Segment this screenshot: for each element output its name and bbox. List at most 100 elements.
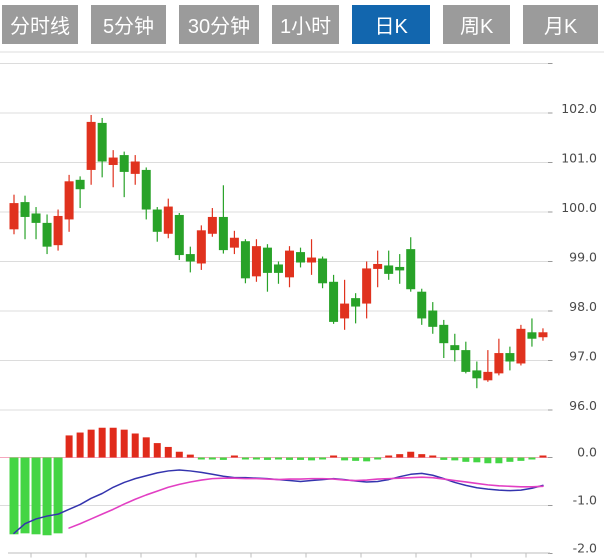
candle-body [340, 303, 350, 319]
macd-bar [42, 457, 52, 536]
y-axis-label: 96.0 [569, 398, 597, 413]
macd-bar [352, 457, 360, 461]
price-axis-labels: 102.0 101.0 100.0 99.0 98.0 97.0 96.0 [561, 101, 597, 413]
candle-body [119, 155, 129, 172]
macd-bar [297, 457, 305, 460]
tab-5min[interactable]: 5分钟 [91, 5, 166, 44]
candle-body [20, 202, 30, 217]
candle-body [9, 203, 19, 230]
tab-monthly-k[interactable]: 月K [523, 5, 599, 44]
candle-body [185, 254, 195, 262]
candle-body [483, 371, 493, 381]
candle-body [362, 268, 372, 304]
candle-body [53, 215, 63, 246]
macd-bar [385, 455, 393, 458]
macd-bar [341, 457, 349, 461]
candle-body [75, 179, 85, 190]
y-axis-label: 98.0 [569, 299, 597, 314]
candle-body [538, 332, 548, 338]
y-axis-label: 101.0 [561, 151, 597, 166]
candles [9, 114, 548, 389]
candle-body [351, 298, 361, 307]
dea-line [68, 476, 544, 529]
macd-gridlines [0, 457, 553, 554]
candle-body [516, 328, 526, 364]
macd-bar [53, 457, 63, 534]
macd-bar [31, 457, 41, 535]
macd-bar [175, 451, 183, 458]
candle-body [395, 266, 405, 271]
macd-bar [451, 457, 459, 461]
macd-bar [396, 454, 404, 458]
tab-1hour[interactable]: 1小时 [272, 5, 340, 44]
candle-body [273, 264, 283, 273]
macd-bar [274, 457, 282, 460]
candle-body [64, 181, 74, 220]
tab-daily-k[interactable]: 日K [352, 5, 431, 44]
y-axis-label: -1.0 [573, 493, 597, 508]
macd-bar [76, 432, 84, 458]
candle-body [218, 216, 228, 251]
y-axis-label: -2.0 [573, 541, 597, 556]
macd-bar [153, 443, 161, 458]
candle-body [141, 169, 151, 210]
macd-bar [87, 429, 95, 458]
candle-body [307, 257, 317, 263]
macd-bar [462, 457, 470, 462]
macd-bar [9, 457, 19, 535]
candle-body [505, 353, 515, 362]
macd-bar [374, 457, 382, 460]
macd-bar [241, 457, 249, 460]
y-axis-label: 102.0 [561, 101, 597, 116]
macd-bar [429, 455, 437, 458]
candle-body [450, 345, 460, 351]
macd-bar [109, 427, 117, 458]
macd-bar [506, 457, 514, 462]
candle-body [229, 237, 239, 248]
interval-tabbar: 分时线 5分钟 30分钟 1小时 日K 周K 月K [2, 5, 599, 44]
candle-body [428, 310, 438, 327]
candle-body [262, 247, 272, 273]
macd-bar [308, 457, 316, 461]
macd-bar [219, 457, 227, 460]
macd-axis-labels: 0.0 -1.0 -2.0 [573, 445, 597, 556]
macd-bar [495, 457, 503, 464]
candle-body [207, 216, 217, 234]
macd-bar [418, 454, 426, 458]
macd-bar [528, 457, 536, 460]
tab-weekly-k[interactable]: 周K [443, 5, 511, 44]
macd-bar [263, 457, 271, 460]
x-axis [8, 552, 550, 558]
candle-body [97, 122, 107, 162]
candle-body [174, 214, 184, 256]
macd-bar [65, 435, 73, 458]
macd-histogram [9, 427, 547, 536]
macd-bar [252, 457, 260, 460]
candle-body [406, 249, 416, 290]
macd-bar [319, 457, 327, 460]
candle-body [296, 252, 306, 263]
macd-bar [484, 457, 492, 464]
tab-timeline[interactable]: 分时线 [2, 5, 78, 44]
macd-bar [20, 457, 30, 534]
macd-bar [330, 455, 338, 458]
candle-body [439, 324, 449, 344]
macd-bar [517, 457, 525, 461]
candle-body [240, 241, 250, 279]
tab-30min[interactable]: 30分钟 [179, 5, 259, 44]
macd-bar [142, 437, 150, 458]
candle-body [152, 209, 162, 232]
candle-body [472, 370, 482, 379]
candle-body [318, 258, 328, 284]
y-axis-label: 99.0 [569, 250, 597, 265]
macd-bar [98, 427, 106, 458]
macd-bar [186, 454, 194, 458]
candle-body [285, 250, 294, 278]
y-axis-label: 97.0 [569, 349, 597, 364]
candle-body [384, 265, 394, 274]
macd-bar [230, 455, 238, 458]
candle-body [373, 263, 383, 269]
candle-body [130, 161, 140, 174]
macd-bar [407, 451, 415, 458]
